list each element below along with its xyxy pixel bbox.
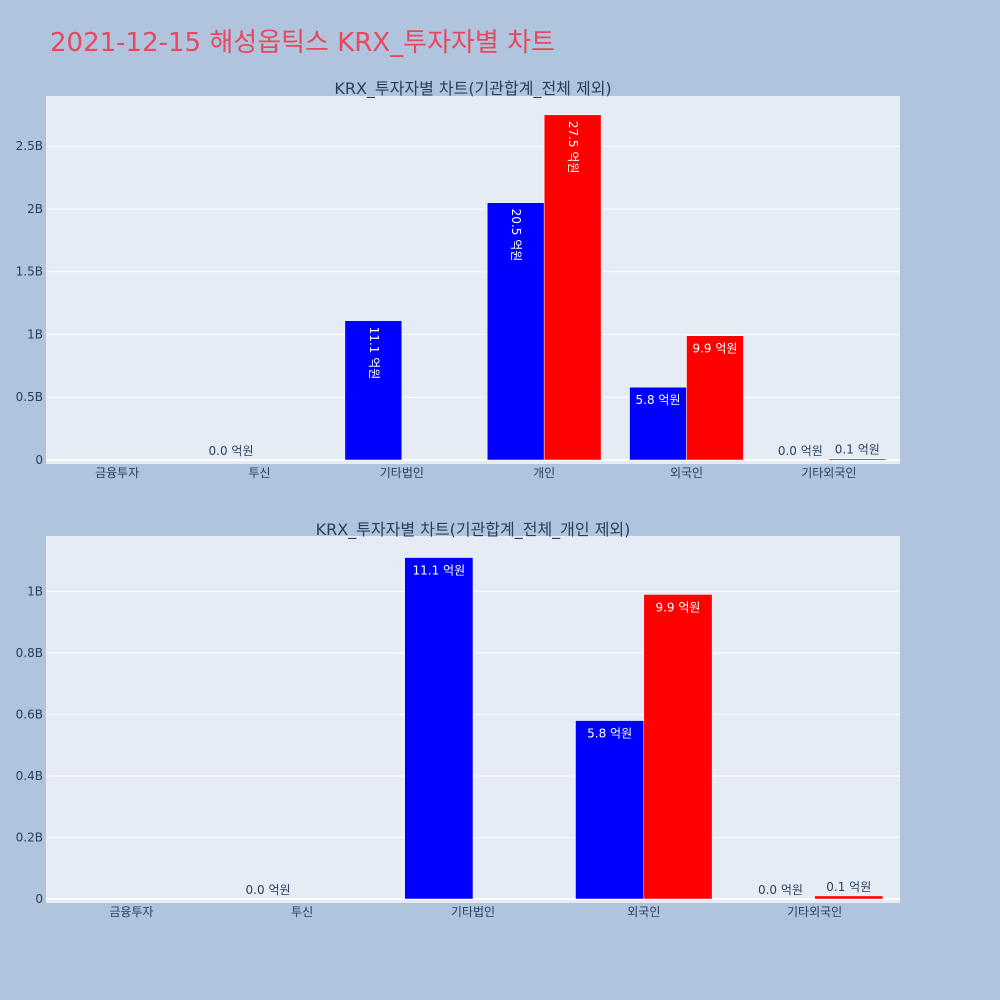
x-tick-label: 기타외국인 xyxy=(801,466,856,480)
data-label: 0.0 억원 xyxy=(209,444,254,458)
x-tick-label: 금융투자 xyxy=(109,905,153,919)
x-tick-label: 개인 xyxy=(533,466,555,480)
x-tick-label: 기타법인 xyxy=(380,466,424,480)
bar xyxy=(404,557,474,900)
y-tick-label: 0.5B xyxy=(16,390,43,404)
y-tick-label: 1B xyxy=(27,584,43,598)
bar xyxy=(629,386,687,461)
bar xyxy=(344,320,403,461)
y-tick-label: 0.2B xyxy=(16,830,43,844)
bar xyxy=(686,335,744,461)
bar xyxy=(828,458,887,461)
y-tick-label: 2B xyxy=(27,202,43,216)
data-label: 0.0 억원 xyxy=(246,883,291,897)
page-title: 2021-12-15 해성옵틱스 KRX_투자자별 차트 xyxy=(50,28,555,58)
bar xyxy=(543,114,602,461)
data-label: 0.1 억원 xyxy=(835,443,880,457)
y-tick-label: 0 xyxy=(35,892,43,906)
y-tick-label: 0 xyxy=(35,453,43,467)
data-label: 20.5 억원 xyxy=(509,209,523,262)
data-label: 5.8 억원 xyxy=(587,727,632,741)
data-label: 11.1 억원 xyxy=(413,564,466,578)
data-label: 0.0 억원 xyxy=(758,883,803,897)
data-label: 5.8 억원 xyxy=(636,393,681,407)
x-tick-label: 투신 xyxy=(291,905,313,919)
chart-subtitle: KRX_투자자별 차트(기관합계_전체 제외) xyxy=(334,79,611,99)
plot-background xyxy=(46,96,900,464)
data-label: 11.1 억원 xyxy=(367,327,381,380)
x-tick-label: 외국인 xyxy=(627,905,660,919)
bar xyxy=(814,895,884,900)
chart-subtitle: KRX_투자자별 차트(기관합계_전체_개인 제외) xyxy=(316,520,631,540)
y-tick-label: 2.5B xyxy=(16,139,43,153)
chart-panel-2: 0 0.2B 0.4B 0.6B 0.8B 1B KRX_투자자별 차트(기관합계_전체_개… xyxy=(16,520,900,919)
data-label: 0.1 억원 xyxy=(826,880,871,894)
y-tick-label: 0.8B xyxy=(16,646,43,660)
bar xyxy=(486,202,545,461)
x-tick-label: 금융투자 xyxy=(95,466,139,480)
x-tick-label: 외국인 xyxy=(670,466,703,480)
chart-panel-1: 0 0.5B 1B 1.5B 2B 2.5B KRX_투자자별 차트(기관합계_전체 제외)… xyxy=(16,79,900,480)
y-tick-label: 1B xyxy=(27,327,43,341)
x-tick-label: 기타법인 xyxy=(451,905,495,919)
data-label: 27.5 억원 xyxy=(566,121,580,174)
data-label: 0.0 억원 xyxy=(778,444,823,458)
x-tick-label: 기타외국인 xyxy=(787,905,842,919)
bar xyxy=(575,720,645,900)
y-tick-label: 1.5B xyxy=(16,265,43,279)
x-tick-label: 투신 xyxy=(248,466,270,480)
data-label: 9.9 억원 xyxy=(692,342,737,356)
y-tick-label: 0.4B xyxy=(16,769,43,783)
data-label: 9.9 억원 xyxy=(655,600,700,614)
y-tick-label: 0.6B xyxy=(16,707,43,721)
bar xyxy=(643,594,713,900)
